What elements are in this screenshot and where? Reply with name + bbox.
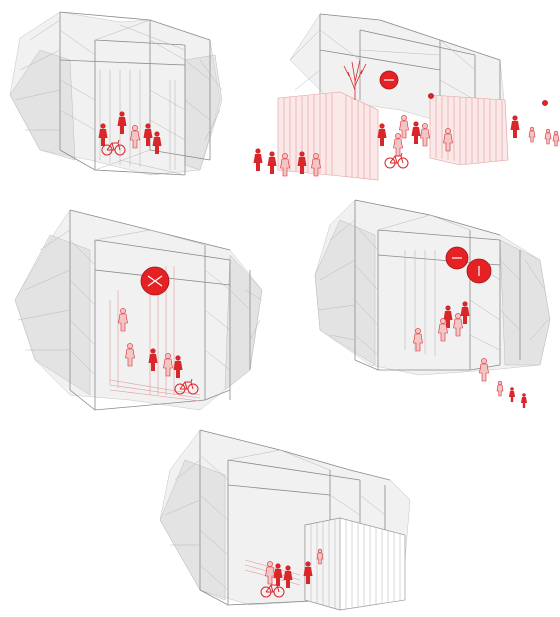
panel-5 xyxy=(159,429,411,611)
red-disc-icon xyxy=(445,246,469,270)
side-mesh-left xyxy=(159,459,226,601)
red-disc-icon xyxy=(466,258,492,284)
red-disc-icon xyxy=(140,266,170,296)
scaffold-frame-icon xyxy=(317,199,549,371)
person-icon xyxy=(544,128,552,145)
side-mesh-right xyxy=(184,54,223,171)
person-icon xyxy=(510,115,520,138)
person-icon xyxy=(509,387,515,402)
person-icon xyxy=(496,380,504,397)
side-mesh-left xyxy=(314,219,376,366)
red-disc-icon xyxy=(379,70,399,90)
closed-box-enclosure xyxy=(304,517,406,611)
person-icon xyxy=(411,121,421,144)
side-mesh-left xyxy=(14,234,91,396)
panel-2 xyxy=(253,13,560,181)
red-balloon xyxy=(428,93,434,99)
side-mesh-right xyxy=(499,239,551,366)
panel-3 xyxy=(14,209,263,411)
tree-icon xyxy=(343,59,367,100)
person-icon xyxy=(528,126,536,143)
person-icon xyxy=(399,114,409,139)
person-icon xyxy=(377,123,387,146)
side-mesh-left xyxy=(9,49,76,161)
person-icon xyxy=(521,393,527,408)
red-balloon xyxy=(542,100,548,106)
person-icon xyxy=(552,130,560,147)
scaffold-frame-icon xyxy=(17,209,263,411)
timber-enclosure-left xyxy=(277,91,379,181)
panel-1 xyxy=(9,11,223,176)
person-icon xyxy=(267,151,277,174)
side-mesh-right xyxy=(224,254,263,391)
scaffold-frame-icon xyxy=(289,13,501,110)
timber-enclosure-right xyxy=(429,94,509,166)
person-icon xyxy=(253,148,263,171)
person-icon xyxy=(393,132,403,157)
scaffold-frame-icon xyxy=(14,11,223,176)
panel-4 xyxy=(314,199,551,408)
person-icon xyxy=(420,122,430,147)
